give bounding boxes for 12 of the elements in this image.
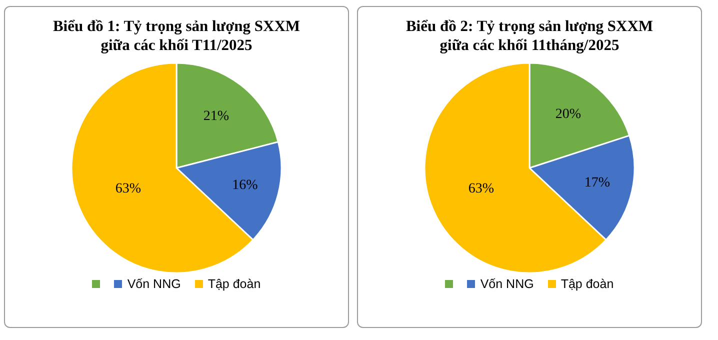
data-label: 63% xyxy=(115,181,142,196)
legend-label: Vốn NNG xyxy=(480,277,534,291)
data-label: 20% xyxy=(555,107,582,122)
data-label: 16% xyxy=(232,178,258,194)
data-label: 17% xyxy=(584,176,610,191)
chart-title: Biểu đồ 1: Tỷ trọng sản lượng SXXM giữa các khối T11/2025 xyxy=(52,17,302,55)
chart-title: Biểu đồ 2: Tỷ trọng sản lượng SXXM giữa các khối 11tháng/2025 xyxy=(404,17,654,55)
legend-label: Tập đoàn xyxy=(560,277,614,291)
data-label: 21% xyxy=(203,109,230,124)
legend-label: Tập đoàn xyxy=(208,277,261,291)
legend-label: Vốn NNG xyxy=(127,277,181,291)
data-label: 63% xyxy=(468,181,494,196)
